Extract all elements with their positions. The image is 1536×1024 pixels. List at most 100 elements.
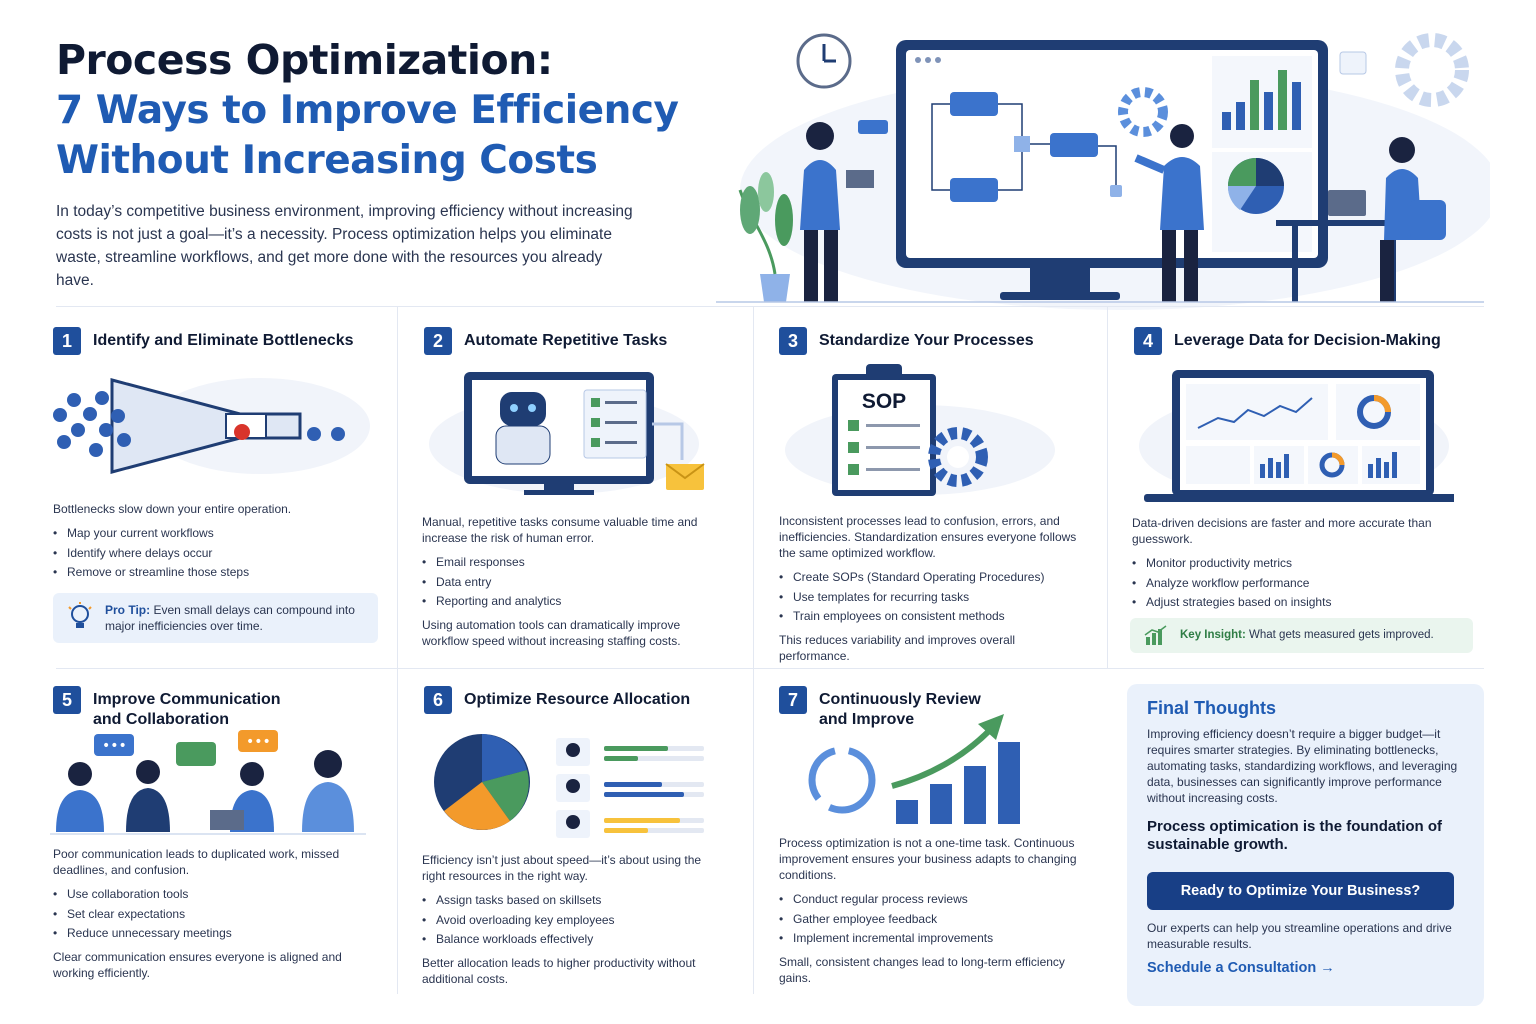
growth-cycle-illustration [808,714,1020,824]
clock-icon [796,33,852,89]
section-intro: Poor communication leads to duplicated w… [53,847,340,877]
tip-text: Even small delays can compound into majo… [105,603,355,633]
section-number: 1 [53,327,81,355]
section-title: Leverage Data for Decision-Making [1174,332,1441,349]
list-item: Set clear expectations [53,906,373,922]
section-closing: Clear communication ensures everyone is … [53,950,342,980]
section-intro: Data-driven decisions are faster and mor… [1132,516,1432,546]
pro-tip-box: Pro Tip: Even small delays can compound … [53,593,378,643]
list-item: Gather employee feedback [779,911,1084,927]
section-title: Continuously Review and Improve [819,686,981,730]
analytics-laptop-illustration [1139,370,1454,502]
section-title: Automate Repetitive Tasks [464,332,668,349]
section-title-line-2: and Collaboration [93,711,229,728]
final-subtext: Our experts can help you streamline oper… [1147,921,1452,951]
section-title: Standardize Your Processes [819,332,1034,349]
sop-clipboard-illustration: SOP [780,360,1080,500]
title-line-1: Process Optimization: [56,36,553,84]
resource-allocation-illustration [434,734,704,838]
bullet-list: Create SOPs (Standard Operating Procedur… [779,569,1084,624]
final-title: Final Thoughts [1147,698,1276,718]
section-title: Optimize Resource Allocation [464,691,691,708]
clipboard-icon [785,364,1055,496]
list-item: Create SOPs (Standard Operating Procedur… [779,569,1084,585]
section-number: 7 [779,686,807,714]
bar-chart-icon [1144,625,1167,645]
section-1: 1 Identify and Eliminate Bottlenecks [53,327,383,355]
bullet-list: Assign tasks based on skillsets Avoid ov… [422,892,727,947]
key-insight-box: Key Insight: What gets measured gets imp… [1130,618,1473,653]
section-title: Identify and Eliminate Bottlenecks [93,332,354,349]
divider [753,306,754,994]
section-number: 4 [1134,327,1162,355]
page-title: Process Optimization: 7 Ways to Improve … [56,34,696,186]
hero-illustration [716,33,1490,310]
section-closing: Using automation tools can dramatically … [422,618,681,648]
section-number: 5 [53,686,81,714]
section-7-body: Process optimization is not a one-time t… [779,835,1084,986]
list-item: Data entry [422,574,727,590]
section-3-body: Inconsistent processes lead to confusion… [779,513,1084,664]
bullet-list: Map your current workflows Identify wher… [53,525,383,580]
section-closing: This reduces variability and improves ov… [779,633,1016,663]
list-item: Avoid overloading key employees [422,912,727,928]
title-line-3: Without Increasing Costs [56,138,598,183]
automation-robot-illustration [429,372,705,495]
section-number: 2 [424,327,452,355]
bottleneck-funnel-illustration [53,378,370,474]
section-title: Improve Communication and Collaboration [93,686,281,730]
section-intro: Bottlenecks slow down your entire operat… [53,502,292,516]
list-item: Remove or streamline those steps [53,564,383,580]
bullet-list: Use collaboration tools Set clear expect… [53,886,373,941]
section-5: 5 Improve Communication and Collaboratio… [53,686,383,730]
section-5-body: Poor communication leads to duplicated w… [53,846,373,981]
list-item: Monitor productivity metrics [1132,555,1452,571]
lightbulb-icon [68,602,92,628]
divider [56,306,1484,307]
svg-text:•••: ••• [246,734,271,750]
bullet-list: Monitor productivity metrics Analyze wor… [1132,555,1452,610]
section-3: 3 Standardize Your Processes [779,327,1099,355]
title-line-2: 7 Ways to Improve Efficiency [56,88,679,133]
section-intro: Inconsistent processes lead to confusion… [779,514,1077,560]
section-7: 7 Continuously Review and Improve [779,686,1099,730]
section-4-body: Data-driven decisions are faster and mor… [1132,515,1452,614]
team-collaboration-illustration: ••• ••• [50,730,366,835]
schedule-consultation-link[interactable]: Schedule a Consultation → [1147,960,1335,976]
gear-icon [1395,33,1469,107]
section-2: 2 Automate Repetitive Tasks [424,327,744,355]
section-closing: Small, consistent changes lead to long-t… [779,955,1065,985]
section-intro: Process optimization is not a one-time t… [779,836,1077,882]
section-title-line-1: Continuously Review [819,691,981,708]
final-statement: Process optimication is the foundation o… [1147,818,1443,853]
svg-text:•••: ••• [102,738,127,754]
insight-label: Key Insight: [1180,629,1246,641]
list-item: Balance workloads effectively [422,931,727,947]
list-item: Reporting and analytics [422,593,727,609]
section-4: 4 Leverage Data for Decision-Making [1134,327,1474,355]
section-6: 6 Optimize Resource Allocation [424,686,744,714]
section-number: 3 [779,327,807,355]
list-item: Adjust strategies based on insights [1132,594,1452,610]
intro-paragraph: In today’s competitive business environm… [56,203,633,289]
bullet-list: Conduct regular process reviews Gather e… [779,891,1084,946]
list-item: Assign tasks based on skillsets [422,892,727,908]
section-number: 6 [424,686,452,714]
final-thoughts-panel: Final Thoughts Improving efficiency does… [1127,684,1484,1006]
section-title-line-2: and Improve [819,711,915,728]
list-item: Conduct regular process reviews [779,891,1084,907]
optimize-business-button[interactable]: Ready to Optimize Your Business? [1147,872,1454,910]
sop-label: SOP [861,390,907,413]
list-item: Map your current workflows [53,525,383,541]
list-item: Train employees on consistent methods [779,608,1084,624]
final-body: Improving efficiency doesn’t require a b… [1147,727,1458,805]
divider [397,306,398,994]
tip-label: Pro Tip: [105,603,151,617]
section-6-body: Efficiency isn’t just about speed—it’s a… [422,852,727,987]
list-item: Implement incremental improvements [779,930,1084,946]
section-intro: Manual, repetitive tasks consume valuabl… [422,515,698,545]
section-closing: Better allocation leads to higher produc… [422,956,696,986]
list-item: Identify where delays occur [53,545,383,561]
list-item: Reduce unnecessary meetings [53,925,373,941]
list-item: Email responses [422,554,727,570]
